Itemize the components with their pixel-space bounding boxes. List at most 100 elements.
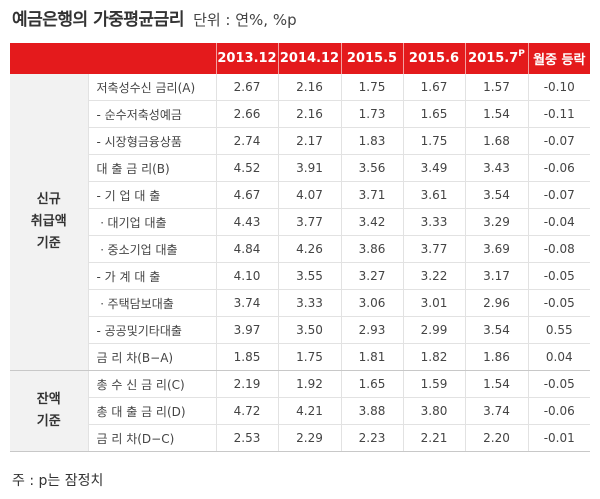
header-col: 2015.7P	[464, 43, 528, 74]
rate-cell: 3.55	[277, 262, 341, 290]
row-label: 대 출 금 리(B)	[87, 154, 216, 182]
rate-cell: -0.01	[527, 424, 590, 452]
row-label: ㆍ주택담보대출	[87, 289, 216, 317]
rate-cell: -0.05	[527, 262, 590, 290]
rate-cell: 3.88	[340, 397, 403, 425]
rate-cell: 1.65	[402, 100, 465, 128]
rate-cell: 4.07	[277, 181, 341, 209]
rate-cell: 3.80	[402, 397, 465, 425]
rate-cell: 2.19	[215, 370, 278, 398]
table-row: - 공공및기타대출 3.97 3.50 2.93 2.99 3.54 0.55	[10, 316, 590, 344]
table-row: ㆍ주택담보대출 3.74 3.33 3.06 3.01 2.96 -0.05	[10, 289, 590, 317]
group-label: 신규 취급액 기준	[10, 74, 88, 371]
rate-cell: 3.86	[340, 235, 403, 263]
group-label-line: 기준	[36, 414, 61, 429]
rate-cell: 3.54	[464, 181, 528, 209]
rate-cell: 1.83	[340, 127, 403, 155]
rate-cell: 2.20	[464, 424, 528, 452]
rate-cell: -0.08	[527, 235, 590, 263]
rate-cell: 3.50	[277, 316, 341, 344]
group-label: 잔액 기준	[10, 370, 88, 452]
rate-cell: 3.27	[340, 262, 403, 290]
rate-cell: 3.77	[402, 235, 465, 263]
header-col: 월중 등락	[527, 43, 590, 74]
table-row: 신규 취급액 기준 저축성수신 금리(A) 2.67 2.16 1.75 1.67 1.57 -0…	[10, 74, 590, 371]
rate-cell: 1.75	[402, 127, 465, 155]
table-row: 금 리 차(D−C) 2.53 2.29 2.23 2.21 2.20 -0.01	[10, 424, 590, 452]
rate-cell: 4.67	[215, 181, 278, 209]
rate-cell: 3.71	[340, 181, 403, 209]
rate-cell: 1.82	[402, 343, 465, 371]
row-label: 금 리 차(D−C)	[87, 424, 216, 452]
table-row: - 순수저축성예금 2.66 2.16 1.73 1.65 1.54 -0.11	[10, 100, 590, 128]
row-label: 총 수 신 금 리(C)	[87, 370, 216, 398]
rate-cell: 0.04	[527, 343, 590, 371]
rate-cell: 1.65	[340, 370, 403, 398]
table-row: ㆍ중소기업 대출 4.84 4.26 3.86 3.77 3.69 -0.08	[10, 235, 590, 263]
rate-cell: 4.10	[215, 262, 278, 290]
rate-cell: 2.96	[464, 289, 528, 317]
row-label: ㆍ중소기업 대출	[87, 235, 216, 263]
header-col: 2014.12	[277, 43, 341, 74]
rate-cell: 1.59	[402, 370, 465, 398]
rate-cell: 1.54	[464, 100, 528, 128]
rate-cell: 4.84	[215, 235, 278, 263]
group-label-line: 신규	[36, 192, 61, 207]
row-label: - 공공및기타대출	[87, 316, 216, 344]
rate-cell: 1.75	[340, 74, 403, 101]
table-row: 총 대 출 금 리(D) 4.72 4.21 3.88 3.80 3.74 -0.06	[10, 397, 590, 425]
rate-cell: 1.54	[464, 370, 528, 398]
rate-cell: 3.42	[340, 208, 403, 236]
rate-cell: -0.04	[527, 208, 590, 236]
header-col: 2013.12	[215, 43, 278, 74]
rate-cell: 1.73	[340, 100, 403, 128]
rate-cell: 3.56	[340, 154, 403, 182]
rate-cell: 2.99	[402, 316, 465, 344]
rate-cell: 1.75	[277, 343, 341, 371]
rate-cell: 3.74	[215, 289, 278, 317]
group-label-line: 취급액	[30, 214, 67, 229]
interest-rate-table: 2013.12 2014.12 2015.5 2015.6 2015.7P 월중…	[10, 43, 590, 452]
rate-cell: -0.10	[527, 74, 590, 101]
rate-cell: 3.49	[402, 154, 465, 182]
rate-cell: 3.01	[402, 289, 465, 317]
title-main: 예금은행의 가중평균금리	[12, 10, 184, 30]
rate-cell: 3.29	[464, 208, 528, 236]
rate-cell: 3.43	[464, 154, 528, 182]
rate-cell: -0.07	[527, 181, 590, 209]
header-col: 2015.5	[340, 43, 403, 74]
footnote: 주 : p는 잠정치	[12, 473, 104, 489]
row-label: 금 리 차(B−A)	[87, 343, 216, 371]
rate-cell: 1.86	[464, 343, 528, 371]
rate-cell: 4.21	[277, 397, 341, 425]
header-col: 2015.6	[402, 43, 465, 74]
preliminary-mark: P	[518, 49, 525, 59]
row-label: - 시장형금융상품	[87, 127, 216, 155]
rate-cell: 3.61	[402, 181, 465, 209]
row-label: ㆍ대기업 대출	[87, 208, 216, 236]
rate-cell: 2.67	[215, 74, 278, 101]
rate-cell: 4.72	[215, 397, 278, 425]
rate-cell: 1.68	[464, 127, 528, 155]
rate-cell: 4.52	[215, 154, 278, 182]
page-title: 예금은행의 가중평균금리 단위 : 연%, %p	[12, 8, 297, 32]
row-label: - 기 업 대 출	[87, 181, 216, 209]
rate-cell: 2.66	[215, 100, 278, 128]
rate-cell: -0.11	[527, 100, 590, 128]
rate-cell: -0.05	[527, 289, 590, 317]
rate-cell: 2.21	[402, 424, 465, 452]
rate-cell: 3.77	[277, 208, 341, 236]
rate-cell: 2.29	[277, 424, 341, 452]
rate-cell: 1.67	[402, 74, 465, 101]
rate-cell: -0.07	[527, 127, 590, 155]
rate-cell: 0.55	[527, 316, 590, 344]
table-row: 대 출 금 리(B) 4.52 3.91 3.56 3.49 3.43 -0.06	[10, 154, 590, 182]
table-row: - 기 업 대 출 4.67 4.07 3.71 3.61 3.54 -0.07	[10, 181, 590, 209]
rate-cell: -0.06	[527, 397, 590, 425]
rate-cell: 2.16	[277, 100, 341, 128]
row-label: - 순수저축성예금	[87, 100, 216, 128]
title-unit: 단위 : 연%, %p	[193, 11, 297, 29]
rate-cell: 2.74	[215, 127, 278, 155]
table-row: - 시장형금융상품 2.74 2.17 1.83 1.75 1.68 -0.07	[10, 127, 590, 155]
rate-cell: 1.57	[464, 74, 528, 101]
